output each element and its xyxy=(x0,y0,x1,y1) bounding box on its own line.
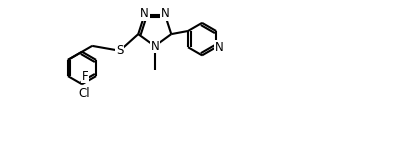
Text: Cl: Cl xyxy=(78,87,89,100)
Text: N: N xyxy=(160,7,169,20)
Text: N: N xyxy=(214,41,223,54)
Text: N: N xyxy=(140,7,148,20)
Text: S: S xyxy=(116,44,123,57)
Text: F: F xyxy=(81,70,88,83)
Text: N: N xyxy=(150,40,159,53)
